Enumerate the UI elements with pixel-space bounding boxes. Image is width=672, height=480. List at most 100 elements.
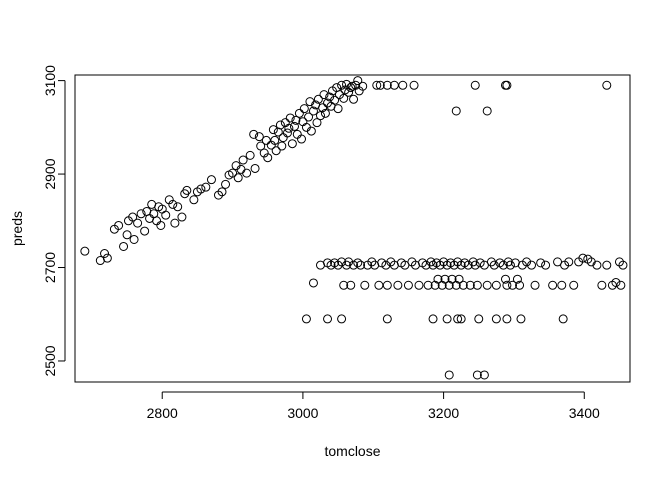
- data-point: [358, 81, 368, 91]
- data-point: [339, 93, 349, 103]
- data-point: [344, 257, 354, 267]
- data-point: [498, 260, 508, 270]
- points-layer: [80, 76, 628, 380]
- data-point: [320, 108, 330, 118]
- data-point: [292, 129, 302, 139]
- data-point: [548, 280, 558, 290]
- data-point: [377, 258, 387, 268]
- data-point: [515, 280, 525, 290]
- data-point: [491, 280, 501, 290]
- data-point: [433, 274, 443, 284]
- data-point: [284, 123, 294, 133]
- data-point: [168, 199, 178, 209]
- data-point: [564, 257, 574, 267]
- data-point: [423, 280, 433, 290]
- data-point: [323, 314, 333, 324]
- data-point: [414, 280, 424, 290]
- data-point: [472, 370, 482, 380]
- data-point: [393, 280, 403, 290]
- data-point: [313, 94, 323, 104]
- data-point: [301, 314, 311, 324]
- data-point: [502, 280, 512, 290]
- x-tick-label: 3200: [428, 405, 459, 421]
- data-point: [254, 132, 264, 142]
- data-point: [306, 126, 316, 136]
- data-point: [333, 104, 343, 114]
- data-point: [382, 314, 392, 324]
- data-point: [409, 80, 419, 90]
- x-axis-label: tomclose: [324, 443, 380, 459]
- data-point: [522, 257, 532, 267]
- data-point: [128, 212, 138, 222]
- data-point: [440, 274, 450, 284]
- data-point: [470, 260, 480, 270]
- data-point: [161, 210, 171, 220]
- data-point: [474, 314, 484, 324]
- data-point: [516, 314, 526, 324]
- data-point: [367, 257, 377, 267]
- data-point: [177, 212, 187, 222]
- data-point: [505, 260, 515, 270]
- data-point: [217, 187, 227, 197]
- data-point: [133, 218, 143, 228]
- data-point: [173, 202, 183, 212]
- data-point: [256, 141, 266, 151]
- data-point: [245, 150, 255, 160]
- data-point: [273, 127, 283, 137]
- data-point: [382, 80, 392, 90]
- data-point: [479, 370, 489, 380]
- data-point: [339, 280, 349, 290]
- data-point: [346, 280, 356, 290]
- data-point: [437, 280, 447, 290]
- plot-frame: [74, 74, 631, 383]
- data-point: [280, 118, 290, 128]
- data-point: [482, 280, 492, 290]
- data-point: [592, 260, 602, 270]
- data-point: [275, 120, 285, 130]
- data-point: [308, 106, 318, 116]
- data-point: [337, 257, 347, 267]
- data-point: [458, 280, 468, 290]
- data-point: [238, 155, 248, 165]
- data-point: [527, 260, 537, 270]
- data-point: [346, 83, 356, 93]
- data-point: [463, 260, 473, 270]
- data-point: [271, 146, 281, 156]
- data-point: [304, 112, 314, 122]
- data-point: [578, 253, 588, 263]
- data-point: [228, 168, 238, 178]
- data-point: [557, 280, 567, 290]
- data-point: [536, 258, 546, 268]
- data-point: [451, 280, 461, 290]
- data-point: [500, 274, 510, 284]
- data-point: [456, 314, 466, 324]
- x-tick-label: 2800: [147, 405, 178, 421]
- data-point: [356, 260, 366, 270]
- data-point: [129, 234, 139, 244]
- data-point: [122, 230, 132, 240]
- data-point: [353, 258, 363, 268]
- data-point: [442, 314, 452, 324]
- data-point: [502, 80, 512, 90]
- data-point: [444, 370, 454, 380]
- data-point: [502, 314, 512, 324]
- data-point: [403, 280, 413, 290]
- data-point: [277, 141, 287, 151]
- data-point: [291, 115, 301, 125]
- data-point: [360, 280, 370, 290]
- data-point: [508, 280, 518, 290]
- data-point: [349, 260, 359, 270]
- data-point: [287, 139, 297, 149]
- data-point: [597, 280, 607, 290]
- data-point: [119, 241, 129, 251]
- y-axis-label: preds: [9, 211, 25, 246]
- data-point: [297, 134, 307, 144]
- data-point: [349, 94, 359, 104]
- data-point: [196, 184, 206, 194]
- data-point: [270, 135, 280, 145]
- data-point: [602, 260, 612, 270]
- data-point: [453, 314, 463, 324]
- data-point: [319, 90, 329, 100]
- data-point: [398, 80, 408, 90]
